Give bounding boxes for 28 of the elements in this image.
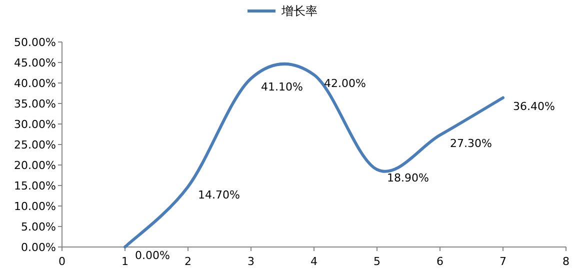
- x-tick-label: 5: [374, 255, 380, 268]
- y-tick-label: 25.00%: [14, 138, 56, 152]
- y-tick-label: 0.00%: [21, 241, 56, 254]
- y-tick-label: 15.00%: [14, 180, 56, 192]
- y-tick-label: 35.00%: [14, 98, 56, 110]
- y-tick-label: 40.00%: [14, 77, 56, 90]
- data-label: 42.00%: [324, 76, 366, 90]
- data-label: 36.40%: [513, 100, 555, 113]
- x-tick-label: 0: [58, 255, 66, 268]
- legend-label: 增长率: [280, 4, 318, 18]
- y-tick-label: 30.00%: [14, 118, 56, 131]
- x-tick-label: 3: [248, 255, 254, 268]
- y-tick-label: 20.00%: [14, 159, 56, 172]
- y-tick-label: 5.00%: [21, 220, 56, 234]
- data-label: 0.00%: [135, 249, 170, 262]
- x-tick-label: 1: [122, 255, 128, 268]
- y-tick-label: 45.00%: [14, 56, 56, 70]
- y-tick-label: 50.00%: [14, 36, 56, 49]
- data-label: 14.70%: [198, 188, 240, 202]
- x-tick-label: 2: [184, 255, 192, 268]
- x-tick-label: 8: [562, 255, 570, 268]
- x-tick-label: 6: [436, 255, 444, 268]
- data-label: 27.30%: [450, 137, 492, 150]
- y-tick-label: 10.00%: [14, 200, 56, 213]
- data-label: 18.90%: [387, 172, 429, 185]
- x-tick-label: 4: [310, 255, 318, 268]
- x-tick-label: 7: [500, 255, 506, 268]
- data-label: 41.10%: [261, 80, 303, 94]
